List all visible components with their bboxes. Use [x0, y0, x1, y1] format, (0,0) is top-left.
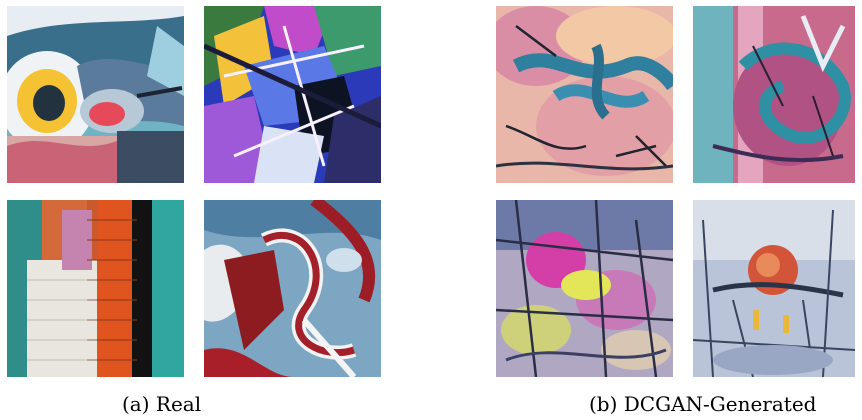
real-image-1 — [7, 6, 184, 183]
generated-image-4 — [693, 200, 855, 377]
real-image-3 — [7, 200, 184, 377]
panel-real-caption: (a) Real — [122, 392, 202, 416]
panel-generated-caption: (b) DCGAN-Generated — [589, 392, 817, 416]
generated-image-1 — [496, 6, 673, 183]
real-image-4 — [204, 200, 381, 377]
generated-image-2 — [693, 6, 855, 183]
generated-image-3 — [496, 200, 673, 377]
real-image-2 — [204, 6, 381, 183]
